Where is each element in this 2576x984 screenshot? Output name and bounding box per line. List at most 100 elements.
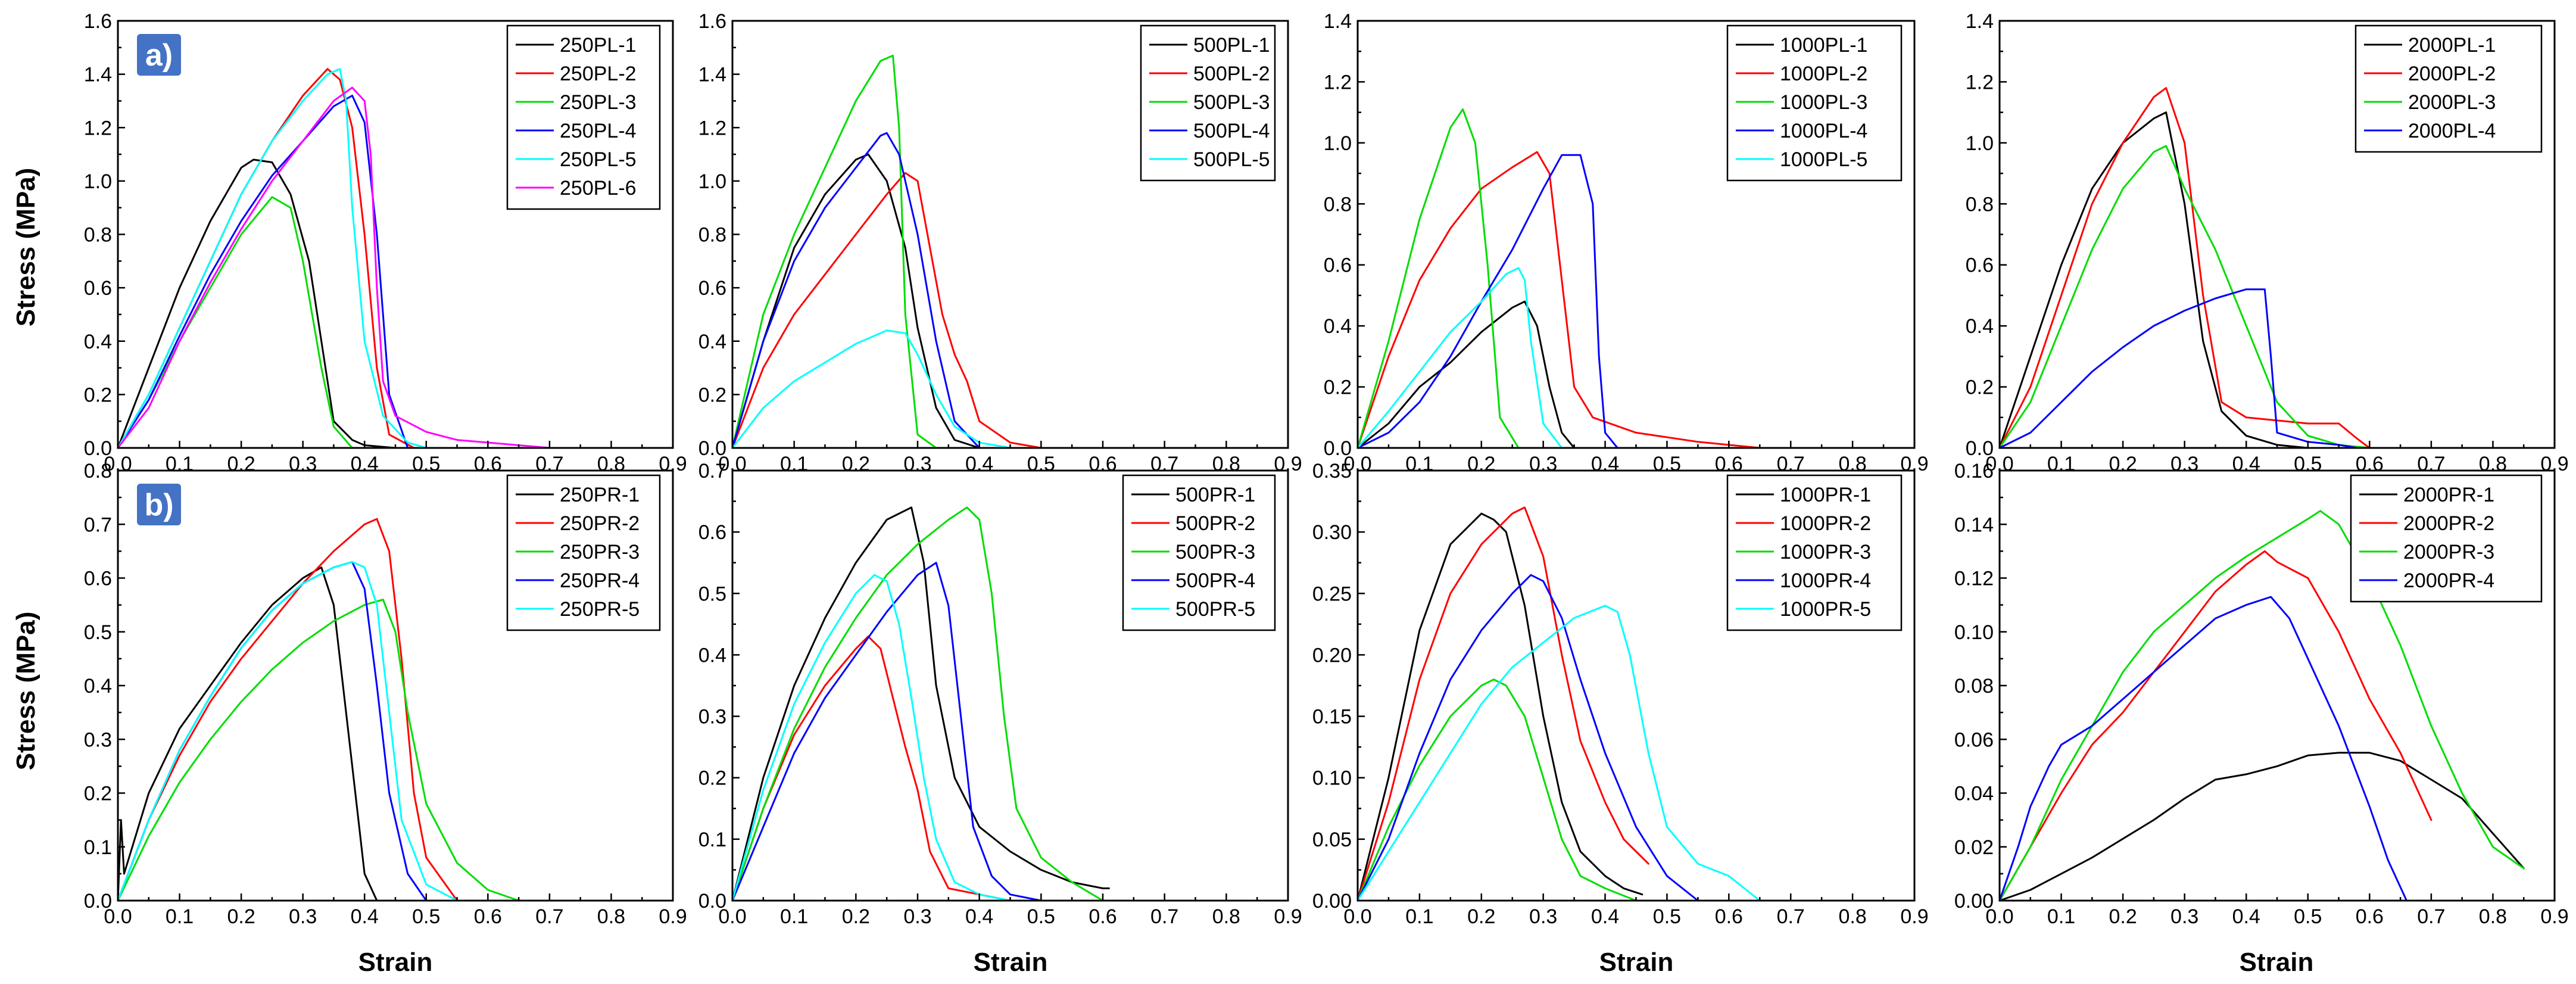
panel-0-xtick-label: 0.8 xyxy=(597,453,625,475)
panel-0-ytick-label: 1.4 xyxy=(84,64,112,86)
panel-1-series-500PL-2 xyxy=(731,172,1042,449)
panel-4-legend-box xyxy=(506,474,661,631)
panel-2-series-1000PL-3 xyxy=(1356,108,1520,449)
panel-4-xtick-label: 0.8 xyxy=(597,905,625,928)
panel-3-series-2000PL-2 xyxy=(1998,87,2371,449)
panel-5-series-500PR-1 xyxy=(731,506,1110,902)
panel-6-xtick-label: 0.7 xyxy=(1777,905,1805,928)
panel-6-legend-box xyxy=(1726,474,1903,631)
panel-0-series-250PL-2 xyxy=(117,68,415,449)
panel-0-legend-label: 250PL-2 xyxy=(560,63,637,85)
panel-4-xtick-label: 0.6 xyxy=(474,905,502,928)
panel-5-ytick-label: 0.5 xyxy=(698,583,726,605)
panel-3-xtick-label: 0.4 xyxy=(2232,453,2260,475)
panel-1-series-500PL-5 xyxy=(731,329,1011,449)
panel-5-xtick-label: 0.4 xyxy=(965,905,993,928)
panel-6-xtick-label: 0.5 xyxy=(1653,905,1681,928)
panel-0-xtick-label: 0.2 xyxy=(227,453,255,475)
panel-7-ytick-label: 0.10 xyxy=(1954,621,1994,644)
panel-3-legend-label: 2000PL-1 xyxy=(2408,34,2496,57)
panel-2-ytick-label: 0.8 xyxy=(1324,193,1352,216)
panel-0-xtick-label: 0.5 xyxy=(412,453,440,475)
panel-5-xtick-label: 0.1 xyxy=(780,905,808,928)
panel-2-legend-label: 1000PL-4 xyxy=(1780,120,1867,142)
panel-6-legend-label: 1000PR-4 xyxy=(1780,569,1871,592)
panel-1-ytick-label: 0.4 xyxy=(698,331,726,353)
panel-7-series-2000PR-2 xyxy=(1998,550,2432,902)
panel-5-ytick-label: 0.3 xyxy=(698,706,726,728)
x-axis-title-1: Strain xyxy=(358,948,433,977)
panel-6-ytick-label: 0.00 xyxy=(1312,890,1352,913)
panel-3-legend-label: 2000PL-3 xyxy=(2408,91,2496,114)
panel-7-legend-label: 2000PR-1 xyxy=(2403,484,2494,506)
panel-2-series-1000PL-5 xyxy=(1356,267,1563,449)
panel-4-ytick-label: 0.8 xyxy=(84,460,112,482)
panel-1-ytick-label: 1.0 xyxy=(698,170,726,193)
panel-7-xtick-label: 0.7 xyxy=(2417,905,2445,928)
panel-4-badge-bg xyxy=(137,484,181,525)
panel-7-xtick-label: 0.4 xyxy=(2232,905,2260,928)
panel-0-ytick-label: 0.0 xyxy=(84,437,112,460)
panel-5-legend-label: 500PR-2 xyxy=(1175,512,1255,535)
panel-2-ytick-label: 0.6 xyxy=(1324,254,1352,277)
panel-4-legend-label: 250PR-3 xyxy=(560,541,640,563)
panel-0-legend-label: 250PL-6 xyxy=(560,177,637,200)
panel-6-legend-label: 1000PR-2 xyxy=(1780,512,1871,535)
panel-0-ytick-label: 1.6 xyxy=(84,10,112,33)
panel-4-ytick-label: 0.4 xyxy=(84,675,112,697)
panel-5-legend-label: 500PR-3 xyxy=(1175,541,1255,563)
panel-4-legend-label: 250PR-1 xyxy=(560,484,640,506)
panel-1-legend-label: 500PL-5 xyxy=(1193,148,1270,171)
panel-0-ytick-label: 0.8 xyxy=(84,224,112,247)
panel-1-xtick-label: 0.3 xyxy=(903,453,931,475)
panel-4-series-250PR-5 xyxy=(117,560,459,902)
panel-0-xtick-label: 0.7 xyxy=(535,453,563,475)
panel-5-legend-box xyxy=(1122,474,1276,631)
panel-4-ytick-label: 0.1 xyxy=(84,836,112,859)
panel-6-xtick-label: 0.0 xyxy=(1343,905,1371,928)
panel-4-ytick-label: 0.7 xyxy=(84,513,112,536)
panel-3-xtick-label: 0.8 xyxy=(2479,453,2507,475)
panel-4-xtick-label: 0.9 xyxy=(659,905,687,928)
panel-0-series-250PL-3 xyxy=(117,196,353,449)
panel-5-series-500PR-4 xyxy=(731,562,1042,902)
panel-4-legend-label: 250PR-2 xyxy=(560,512,640,535)
panel-5-series-500PR-3 xyxy=(731,506,1104,902)
panel-1-legend-label: 500PL-2 xyxy=(1193,63,1270,85)
panel-4-xtick-label: 0.2 xyxy=(227,905,255,928)
panel-7-xtick-label: 0.9 xyxy=(2540,905,2568,928)
panel-6-series-1000PR-2 xyxy=(1356,506,1649,902)
panel-6-xtick-label: 0.2 xyxy=(1467,905,1495,928)
x-axis-title-2: Strain xyxy=(974,948,1048,977)
panel-5-xtick-label: 0.7 xyxy=(1150,905,1178,928)
panel-6-ytick-label: 0.20 xyxy=(1312,644,1352,667)
panel-2-series-1000PL-2 xyxy=(1356,151,1761,449)
panel-7-xtick-label: 0.3 xyxy=(2170,905,2198,928)
panel-7-xtick-label: 0.8 xyxy=(2479,905,2507,928)
panel-1-series-500PL-1 xyxy=(731,153,981,449)
panel-4-xtick-label: 0.0 xyxy=(104,905,132,928)
panel-7-legend-label: 2000PR-4 xyxy=(2403,569,2494,592)
panel-5-ytick-label: 0.1 xyxy=(698,829,726,851)
panel-2-xtick-label: 0.7 xyxy=(1777,453,1805,475)
panel-3-ytick-label: 0.4 xyxy=(1966,315,1994,338)
panel-2-legend-box xyxy=(1726,24,1903,182)
panel-6-xtick-label: 0.8 xyxy=(1838,905,1866,928)
panel-0-ytick-label: 1.2 xyxy=(84,117,112,139)
panel-7-ytick-label: 0.16 xyxy=(1954,460,1994,482)
panel-2-legend-label: 1000PL-5 xyxy=(1780,148,1867,171)
panel-1-legend-box xyxy=(1140,24,1276,182)
panel-3-xtick-label: 0.1 xyxy=(2047,453,2075,475)
panel-0-legend-box xyxy=(506,24,661,210)
panel-1-legend-label: 500PL-4 xyxy=(1193,120,1270,142)
panel-6-legend-label: 1000PR-3 xyxy=(1780,541,1871,563)
panel-2-xtick-label: 0.1 xyxy=(1405,453,1433,475)
panel-0-legend-label: 250PL-5 xyxy=(560,148,637,171)
panel-6-xtick-label: 0.1 xyxy=(1405,905,1433,928)
panel-0-series-250PL-5 xyxy=(117,68,428,449)
panel-6-xtick-label: 0.3 xyxy=(1529,905,1557,928)
panel-0-badge: a) xyxy=(145,38,173,73)
panel-1-xtick-label: 0.4 xyxy=(965,453,993,475)
panel-2-ytick-label: 1.0 xyxy=(1324,132,1352,155)
panel-1-ytick-label: 0.8 xyxy=(698,224,726,247)
